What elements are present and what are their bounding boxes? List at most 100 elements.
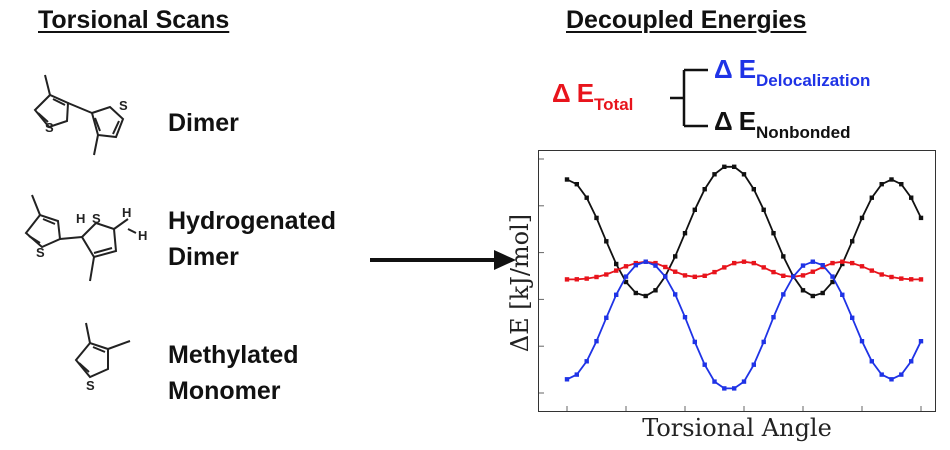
data-point [633, 290, 638, 296]
data-point [604, 272, 609, 277]
data-point [889, 177, 894, 182]
data-point [869, 268, 874, 273]
energy-term-nonbonded: Δ ENonbonded [714, 106, 851, 142]
data-point [614, 292, 619, 297]
data-point [741, 172, 747, 177]
data-point [800, 273, 806, 278]
data-point [800, 263, 806, 268]
right-heading: Decoupled Energies [566, 6, 807, 34]
svg-text:S: S [92, 211, 101, 226]
data-point [781, 254, 786, 259]
data-point [643, 293, 648, 299]
data-point [850, 239, 855, 244]
data-point [751, 187, 756, 192]
data-point [653, 260, 658, 266]
data-point [761, 265, 766, 270]
series-line-0 [566, 165, 922, 297]
data-point [623, 274, 629, 279]
data-point [682, 231, 688, 236]
data-point [781, 273, 786, 278]
y-axis-label: ΔE [kJ/mol] [506, 213, 534, 353]
data-point [918, 339, 924, 344]
data-point [879, 182, 884, 187]
data-point [879, 272, 884, 277]
data-point [604, 315, 609, 320]
data-point [722, 164, 727, 169]
data-point [771, 269, 776, 275]
data-point [850, 260, 855, 266]
data-point [771, 231, 776, 236]
data-point [722, 265, 727, 270]
data-point [564, 277, 570, 282]
energy-plot [538, 150, 936, 412]
data-point [879, 372, 884, 377]
methylated-monomer-structure-icon: S [74, 322, 131, 393]
decomposition-bracket [670, 68, 708, 128]
x-axis-label: Torsional Angle [642, 414, 832, 442]
data-point [692, 274, 697, 279]
data-point [850, 315, 855, 320]
data-point [859, 215, 865, 221]
data-point [574, 182, 579, 187]
data-point [751, 260, 756, 266]
data-point [761, 339, 766, 345]
data-point [643, 259, 648, 264]
data-point [623, 279, 629, 285]
data-point [918, 277, 924, 282]
data-point [859, 264, 865, 269]
svg-text:H: H [138, 228, 147, 243]
data-point [859, 339, 865, 344]
data-point [741, 259, 747, 264]
dimer-structure-icon: S S [33, 74, 128, 156]
molecule-label-methylated-monomer: Methylated Monomer [168, 341, 299, 405]
molecule-label-hydrogenated-dimer: Hydrogenated Dimer [168, 207, 337, 271]
data-point [673, 254, 678, 259]
data-point [840, 292, 845, 297]
data-point [663, 274, 668, 279]
svg-text:S: S [45, 120, 54, 135]
data-point [623, 264, 629, 269]
data-point [909, 195, 914, 200]
data-point [791, 274, 796, 279]
data-point [574, 277, 579, 282]
data-point [800, 288, 806, 293]
data-point [584, 359, 589, 364]
series-line-2 [566, 260, 922, 390]
data-point [722, 386, 727, 391]
data-point [761, 207, 766, 212]
data-point [909, 277, 914, 282]
data-point [810, 269, 815, 274]
data-point [830, 279, 835, 285]
data-point [682, 315, 688, 320]
data-point [810, 293, 815, 299]
data-point [918, 215, 924, 221]
data-point [830, 260, 835, 266]
data-point [840, 261, 845, 267]
data-point [614, 268, 619, 273]
svg-text:S: S [36, 245, 45, 260]
data-point [732, 386, 737, 391]
data-point [653, 288, 658, 293]
data-point [751, 362, 756, 367]
data-point [830, 274, 835, 279]
left-heading: Torsional Scans [38, 6, 230, 34]
molecule-label-dimer: Dimer [168, 109, 239, 137]
data-point [899, 182, 904, 187]
data-point [889, 274, 894, 280]
data-point [604, 239, 609, 244]
data-point [702, 273, 707, 278]
svg-text:S: S [119, 98, 128, 113]
energy-term-total: Δ ETotal [552, 78, 634, 114]
data-point [869, 195, 874, 200]
data-point [820, 290, 825, 296]
data-point [564, 177, 570, 182]
data-point [712, 379, 717, 384]
svg-text:H: H [122, 205, 131, 220]
data-point [663, 264, 668, 270]
data-point [781, 292, 786, 297]
data-point [564, 377, 570, 382]
energy-plot-svg [539, 158, 924, 411]
data-point [584, 195, 589, 200]
data-point [771, 315, 776, 320]
data-point [614, 261, 619, 267]
